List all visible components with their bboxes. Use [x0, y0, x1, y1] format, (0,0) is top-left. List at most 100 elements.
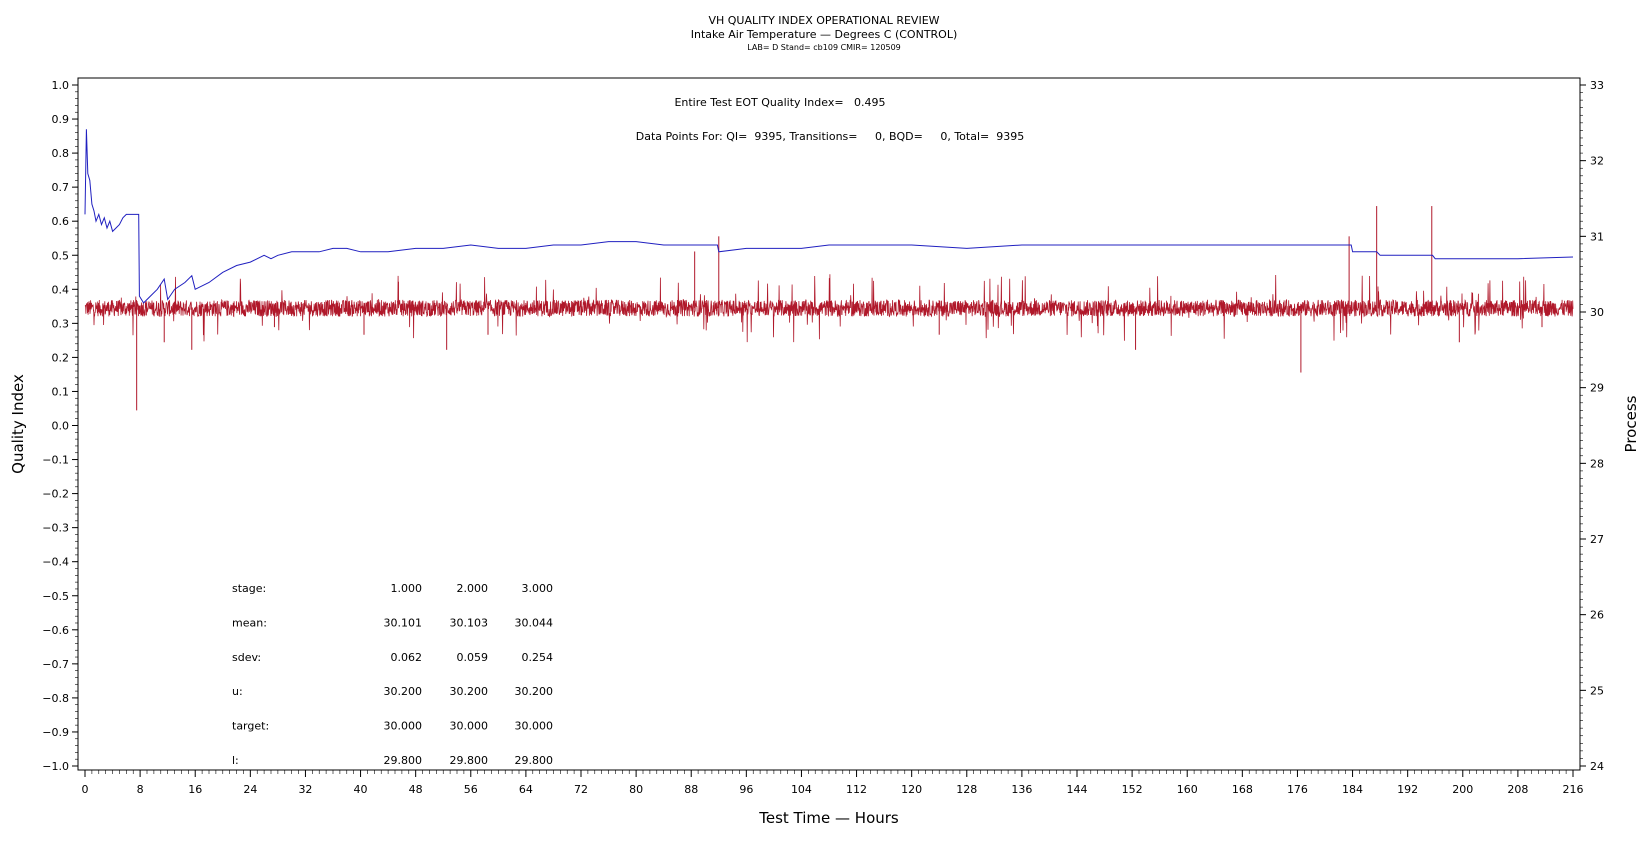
stats-row-label: target:: [232, 720, 269, 733]
left-tick-label: −0.9: [42, 726, 69, 739]
left-tick-label: 0.9: [52, 113, 70, 126]
stats-cell: 30.044: [515, 616, 554, 629]
stats-cell: 29.800: [515, 754, 554, 767]
stats-row-label: u:: [232, 685, 243, 698]
data-points-summary: Data Points For: QI= 9395, Transitions= …: [636, 130, 1024, 143]
left-tick-label: 1.0: [52, 79, 70, 92]
stats-cell: 30.101: [384, 616, 423, 629]
left-tick-label: 0.2: [52, 351, 70, 364]
x-tick-label: 8: [137, 783, 144, 796]
stats-cell: 30.200: [450, 685, 489, 698]
left-tick-label: −0.5: [42, 590, 69, 603]
x-tick-label: 88: [684, 783, 698, 796]
stats-cell: 30.200: [515, 685, 554, 698]
stats-cell: 30.103: [450, 616, 489, 629]
x-tick-label: 192: [1397, 783, 1418, 796]
x-tick-label: 0: [82, 783, 89, 796]
x-tick-label: 24: [243, 783, 257, 796]
left-tick-label: −0.4: [42, 556, 69, 569]
x-tick-label: 128: [956, 783, 977, 796]
right-tick-label: 30: [1590, 306, 1604, 319]
x-tick-label: 160: [1177, 783, 1198, 796]
stats-cell: 30.000: [450, 720, 489, 733]
x-tick-label: 56: [464, 783, 478, 796]
stats-cell: 30.000: [384, 720, 423, 733]
process-series: [84, 206, 1574, 411]
left-tick-label: 0.6: [52, 215, 70, 228]
chart-title: VH QUALITY INDEX OPERATIONAL REVIEW: [708, 14, 939, 27]
x-tick-label: 136: [1011, 783, 1032, 796]
stats-row-label: sdev:: [232, 651, 261, 664]
left-tick-label: 0.7: [52, 181, 70, 194]
chart-subtitle: Intake Air Temperature — Degrees C (CONT…: [691, 28, 958, 41]
stats-cell: 29.800: [384, 754, 423, 767]
left-tick-label: −0.2: [42, 488, 69, 501]
stats-cell: 1.000: [391, 582, 423, 595]
x-tick-label: 72: [574, 783, 588, 796]
stats-row-label: stage:: [232, 582, 266, 595]
stats-cell: 30.200: [384, 685, 423, 698]
x-tick-label: 48: [409, 783, 423, 796]
left-tick-label: 0.3: [52, 317, 70, 330]
y-left-axis-label: Quality Index: [9, 374, 27, 474]
x-tick-label: 152: [1122, 783, 1143, 796]
x-tick-label: 208: [1507, 783, 1528, 796]
x-tick-label: 40: [354, 783, 368, 796]
eot-quality-index: Entire Test EOT Quality Index= 0.495: [674, 96, 885, 109]
right-tick-label: 26: [1590, 609, 1604, 622]
y-right-axis-label: Process: [1622, 395, 1640, 452]
x-tick-label: 16: [188, 783, 202, 796]
stats-table: stage: 1.000 2.000 3.000 mean: 30.101 30.103 30…: [232, 582, 553, 767]
left-tick-label: −0.1: [42, 454, 69, 467]
left-tick-label: 0.1: [52, 385, 70, 398]
x-tick-label: 96: [739, 783, 753, 796]
stats-row-label: mean:: [232, 616, 267, 629]
x-tick-label: 184: [1342, 783, 1363, 796]
right-tick-label: 24: [1590, 760, 1604, 773]
stats-cell: 0.062: [391, 651, 423, 664]
right-tick-label: 32: [1590, 155, 1604, 168]
left-tick-label: −0.7: [42, 658, 69, 671]
x-tick-label: 200: [1452, 783, 1473, 796]
x-tick-label: 216: [1563, 783, 1584, 796]
right-tick-label: 29: [1590, 382, 1604, 395]
stats-cell: 30.000: [515, 720, 554, 733]
left-tick-label: 0.8: [52, 147, 70, 160]
right-tick-label: 31: [1590, 230, 1604, 243]
x-tick-label: 144: [1067, 783, 1088, 796]
x-tick-label: 176: [1287, 783, 1308, 796]
x-axis-label: Test Time — Hours: [758, 809, 899, 827]
x-tick-label: 120: [901, 783, 922, 796]
process-trace: [84, 274, 1574, 343]
quality-index-line: [84, 129, 1574, 304]
plot-frame: [77, 77, 1581, 771]
quality-index-series: [84, 129, 1574, 304]
right-tick-label: 25: [1590, 684, 1604, 697]
x-tick-label: 32: [298, 783, 312, 796]
chart-meta: LAB= D Stand= cb109 CMIR= 120509: [747, 43, 901, 52]
right-axis-ticks: 33 32 31 30 29 28 27 26 25 24: [1580, 79, 1604, 773]
x-tick-label: 112: [846, 783, 867, 796]
right-tick-label: 33: [1590, 79, 1604, 92]
left-axis-ticks: 1.0 0.9 0.8 0.7 0.6 0.5 0.4 0.3 0.2 0.1 0.0 −0.1 −0.…: [42, 79, 78, 773]
stats-cell: 3.000: [522, 582, 554, 595]
stats-cell: 0.254: [522, 651, 554, 664]
x-tick-label: 104: [791, 783, 812, 796]
left-tick-label: −0.8: [42, 692, 69, 705]
left-tick-label: 0.4: [52, 283, 70, 296]
x-axis-ticks: 0 8 16 24 32 40 48 56 64 72 80 88 96 104 112 120 128 136 1…: [82, 770, 1584, 796]
stats-cell: 29.800: [450, 754, 489, 767]
stats-cell: 0.059: [457, 651, 489, 664]
right-tick-label: 28: [1590, 457, 1604, 470]
x-tick-label: 64: [519, 783, 533, 796]
left-tick-label: 0.5: [52, 249, 70, 262]
x-tick-label: 80: [629, 783, 643, 796]
x-tick-label: 168: [1232, 783, 1253, 796]
left-tick-label: −0.6: [42, 624, 69, 637]
left-tick-label: −0.3: [42, 522, 69, 535]
left-tick-label: 0.0: [52, 420, 70, 433]
stats-row-label: l:: [232, 754, 239, 767]
left-tick-label: −1.0: [42, 760, 69, 773]
stats-cell: 2.000: [457, 582, 489, 595]
